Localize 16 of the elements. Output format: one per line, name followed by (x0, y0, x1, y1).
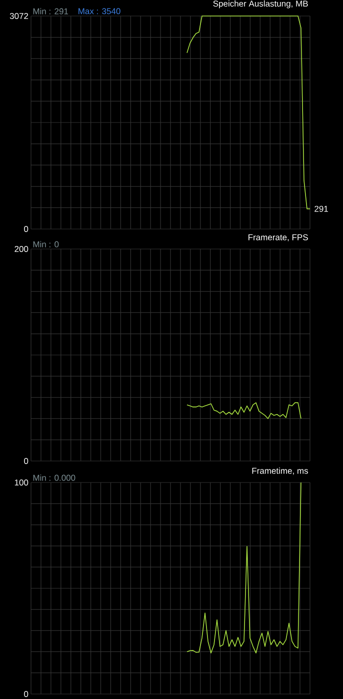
text: Min : 0.000 (33, 474, 76, 481)
text: Min : 291 (33, 8, 68, 14)
y-tick-label: 200 (14, 246, 28, 252)
y-tick-label: 0 (24, 226, 28, 232)
y-tick-label: 3072 (10, 13, 28, 20)
data-label: 291 (314, 206, 328, 212)
text: Max : 3540 (78, 8, 120, 14)
chart-title: Framerate, FPS (248, 234, 308, 242)
y-tick-label: 0 (24, 458, 28, 464)
line-series (186, 482, 302, 654)
text: Min : 0 (33, 241, 59, 248)
line-series (186, 402, 302, 420)
chart-title: Frametime, ms (252, 468, 308, 475)
y-tick-label: 0 (24, 691, 28, 698)
y-tick-label: 100 (14, 480, 28, 486)
chart-title: Speicher Auslastung, MB (213, 0, 308, 8)
